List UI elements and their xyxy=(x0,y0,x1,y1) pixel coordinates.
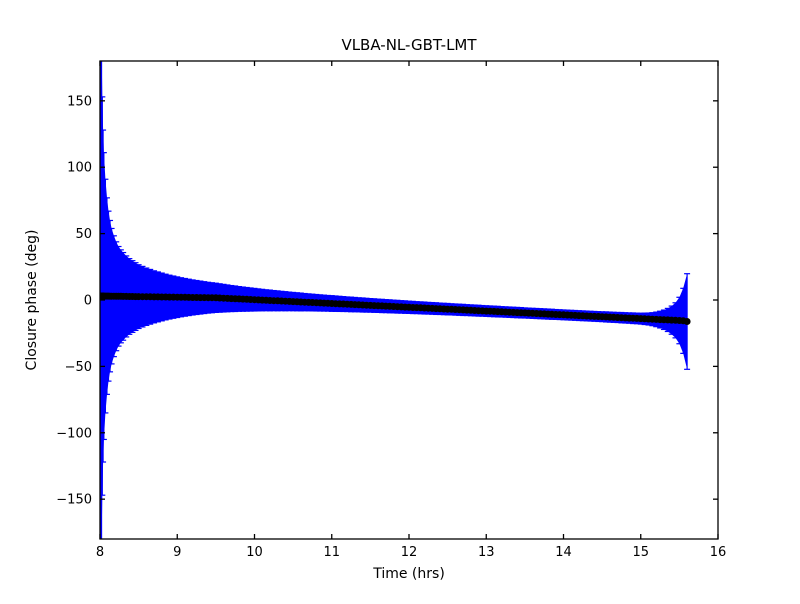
x-tick-label: 8 xyxy=(96,545,104,560)
y-tick-label: 0 xyxy=(84,294,92,309)
x-tick-label: 12 xyxy=(401,545,418,560)
y-axis-label: Closure phase (deg) xyxy=(24,230,40,371)
y-tick-label: 150 xyxy=(67,94,92,109)
x-tick-label: 14 xyxy=(555,545,572,560)
data-points-layer xyxy=(100,292,691,325)
data-point xyxy=(683,318,691,325)
x-axis-label: Time (hrs) xyxy=(372,566,445,582)
tick-layer: 8 9 10 11 12 13 14 15 16 −150 −100 −50 0 50 100 150 xyxy=(56,61,726,560)
chart-title: VLBA-NL-GBT-LMT xyxy=(341,36,477,54)
x-tick-label: 11 xyxy=(323,545,340,560)
x-tick-label: 13 xyxy=(478,545,495,560)
x-tick-label: 16 xyxy=(710,545,727,560)
y-tick-label: −150 xyxy=(56,493,92,508)
y-tick-label: −100 xyxy=(56,426,92,441)
y-tick-label: 50 xyxy=(75,227,92,242)
x-tick-label: 9 xyxy=(173,545,181,560)
x-tick-label: 10 xyxy=(246,545,263,560)
x-tick-label: 15 xyxy=(632,545,649,560)
y-tick-label: 100 xyxy=(67,161,92,176)
y-tick-label: −50 xyxy=(65,360,92,375)
